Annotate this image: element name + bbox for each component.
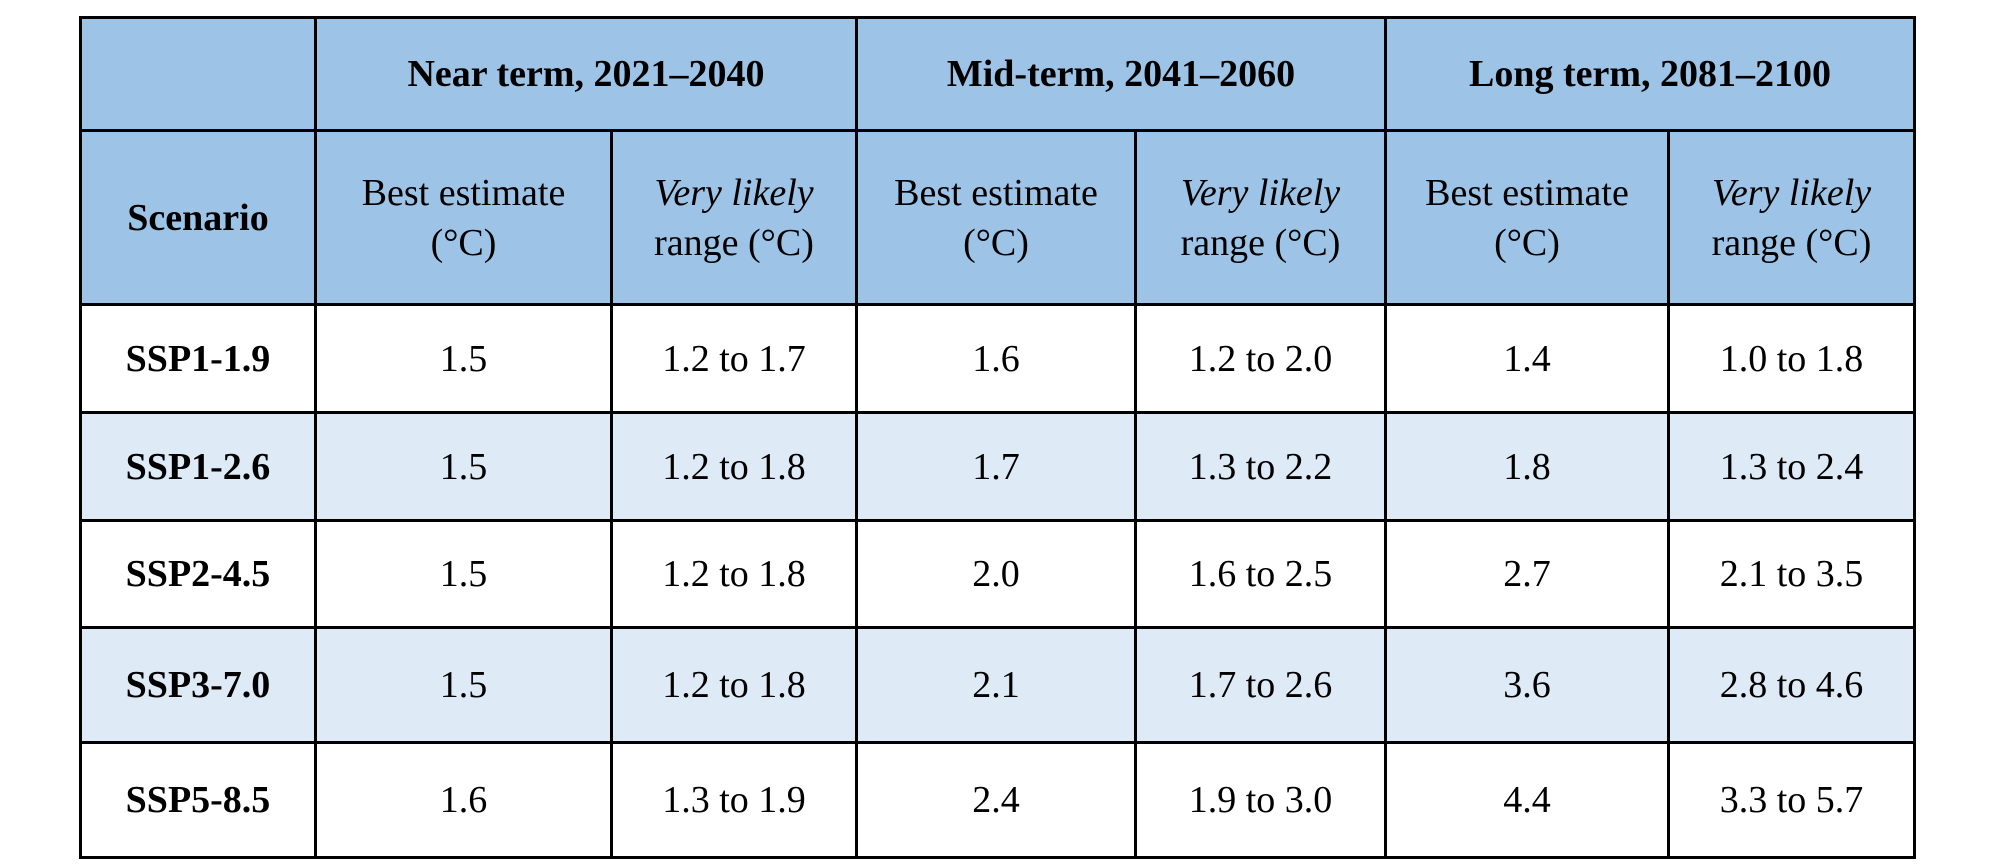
warming-projections-table: Near term, 2021–2040 Mid-term, 2041–2060… [79, 16, 1917, 859]
column-header-row: Scenario Best estimate (°C) Very likely … [79, 129, 1917, 306]
best-estimate-cell: 1.6 [314, 741, 613, 859]
likely-range-cell: 1.7 to 2.6 [1133, 626, 1388, 744]
likely-range-header-line2: range (°C) [1711, 221, 1872, 264]
best-estimate-cell: 1.5 [314, 411, 613, 522]
period-header-long-term: Long term, 2081–2100 [1384, 16, 1917, 132]
period-header-mid-term: Mid-term, 2041–2060 [854, 16, 1388, 132]
table-body: SSP1-1.9 1.5 1.2 to 1.7 1.6 1.2 to 2.0 1.4 1.0… [79, 303, 1917, 859]
scenario-cell: SSP1-2.6 [79, 411, 317, 522]
likely-range-cell: 1.2 to 1.8 [610, 519, 858, 629]
likely-range-header-line2: range (°C) [654, 221, 814, 264]
likely-range-header-line1: Very likely [654, 171, 814, 214]
best-estimate-cell: 1.6 [855, 303, 1137, 414]
best-estimate-header-line1: Best estimate [1425, 171, 1629, 214]
likely-range-header-mid: Very likely range (°C) [1133, 129, 1388, 306]
likely-range-header-line2: range (°C) [1180, 221, 1341, 264]
likely-range-cell: 1.0 to 1.8 [1667, 303, 1917, 414]
table-row: SSP1-1.9 1.5 1.2 to 1.7 1.6 1.2 to 2.0 1.4 1.0… [79, 303, 1917, 414]
likely-range-cell: 1.3 to 2.2 [1133, 411, 1388, 522]
scenario-cell: SSP2-4.5 [79, 519, 317, 629]
best-estimate-header-near: Best estimate (°C) [314, 129, 613, 306]
table-row: SSP3-7.0 1.5 1.2 to 1.8 2.1 1.7 to 2.6 3.6 2.8… [79, 626, 1917, 744]
best-estimate-header-long: Best estimate (°C) [1384, 129, 1671, 306]
likely-range-cell: 1.9 to 3.0 [1133, 741, 1388, 859]
best-estimate-cell: 2.1 [855, 626, 1137, 744]
best-estimate-cell: 1.4 [1384, 303, 1671, 414]
likely-range-header-long: Very likely range (°C) [1667, 129, 1917, 306]
best-estimate-header-line2: (°C) [430, 221, 497, 264]
likely-range-cell: 2.1 to 3.5 [1667, 519, 1917, 629]
scenario-cell: SSP5-8.5 [79, 741, 317, 859]
likely-range-header-line1: Very likely [1711, 171, 1872, 214]
corner-header-cell [79, 16, 317, 132]
table-row: SSP1-2.6 1.5 1.2 to 1.8 1.7 1.3 to 2.2 1.8 1.3… [79, 411, 1917, 522]
best-estimate-cell: 2.0 [855, 519, 1137, 629]
likely-range-cell: 1.2 to 1.8 [610, 411, 858, 522]
likely-range-cell: 1.2 to 2.0 [1133, 303, 1388, 414]
best-estimate-header-line2: (°C) [1494, 221, 1560, 264]
likely-range-cell: 1.6 to 2.5 [1133, 519, 1388, 629]
best-estimate-cell: 2.4 [855, 741, 1137, 859]
likely-range-cell: 1.3 to 2.4 [1667, 411, 1917, 522]
likely-range-cell: 1.2 to 1.8 [610, 626, 858, 744]
best-estimate-cell: 1.5 [314, 626, 613, 744]
best-estimate-cell: 1.7 [855, 411, 1137, 522]
best-estimate-cell: 1.8 [1384, 411, 1671, 522]
best-estimate-header-line1: Best estimate [361, 171, 566, 214]
period-header-near-term: Near term, 2021–2040 [314, 16, 858, 132]
likely-range-header-line1: Very likely [1180, 171, 1341, 214]
best-estimate-cell: 3.6 [1384, 626, 1671, 744]
scenario-cell: SSP3-7.0 [79, 626, 317, 744]
best-estimate-header-line2: (°C) [963, 221, 1029, 264]
table-row: SSP2-4.5 1.5 1.2 to 1.8 2.0 1.6 to 2.5 2.7 2.1… [79, 519, 1917, 629]
scenario-column-header: Scenario [79, 129, 317, 306]
best-estimate-header-line1: Best estimate [894, 171, 1098, 214]
scenario-cell: SSP1-1.9 [79, 303, 317, 414]
period-header-row: Near term, 2021–2040 Mid-term, 2041–2060… [79, 16, 1917, 132]
table-row: SSP5-8.5 1.6 1.3 to 1.9 2.4 1.9 to 3.0 4.4 3.3… [79, 741, 1917, 859]
likely-range-cell: 2.8 to 4.6 [1667, 626, 1917, 744]
likely-range-cell: 1.2 to 1.7 [610, 303, 858, 414]
best-estimate-header-mid: Best estimate (°C) [855, 129, 1137, 306]
best-estimate-cell: 2.7 [1384, 519, 1671, 629]
likely-range-cell: 1.3 to 1.9 [610, 741, 858, 859]
best-estimate-cell: 4.4 [1384, 741, 1671, 859]
best-estimate-cell: 1.5 [314, 519, 613, 629]
likely-range-header-near: Very likely range (°C) [610, 129, 858, 306]
best-estimate-cell: 1.5 [314, 303, 613, 414]
likely-range-cell: 3.3 to 5.7 [1667, 741, 1917, 859]
